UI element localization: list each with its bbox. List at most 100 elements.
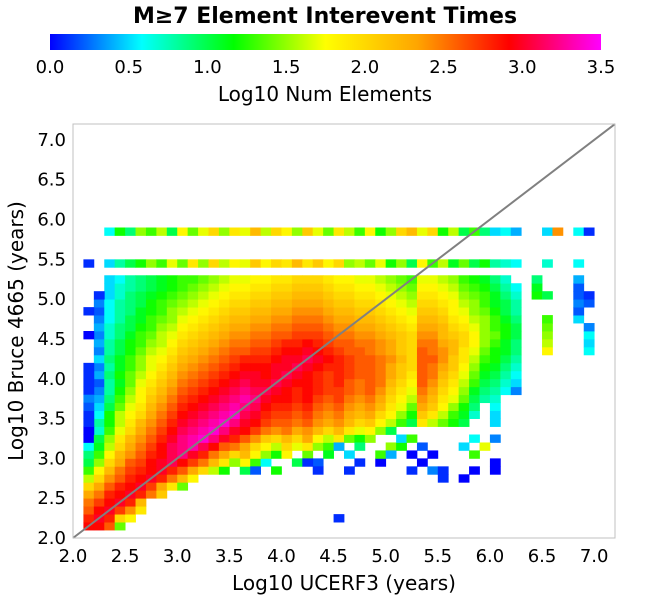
heatmap-cell [104, 418, 116, 427]
heatmap-cell [291, 458, 303, 467]
heatmap-cell [271, 410, 282, 419]
heatmap-cell [416, 442, 428, 451]
heatmap-cell [479, 442, 491, 451]
heatmap-cell [323, 291, 334, 300]
heatmap-cell [145, 315, 157, 324]
heatmap-cell [469, 434, 480, 443]
heatmap-cell [104, 346, 116, 356]
heatmap-cell [375, 275, 387, 284]
heatmap-cell [469, 338, 480, 348]
heatmap-cell [281, 410, 293, 419]
heatmap-cell [416, 315, 428, 324]
heatmap-cell [416, 418, 428, 427]
heatmap-cell [479, 299, 491, 308]
heatmap-cell [344, 434, 355, 443]
heatmap-cell [187, 291, 199, 300]
heatmap-cell [104, 458, 116, 467]
heatmap-cell [177, 283, 189, 292]
heatmap-cell [156, 346, 168, 356]
heatmap-cell [427, 346, 439, 356]
plot-area [72, 123, 616, 539]
heatmap-cell [427, 323, 439, 332]
heatmap-cell [479, 259, 491, 268]
x-tick-label: 4.5 [319, 546, 348, 567]
heatmap-cell [114, 426, 126, 435]
heatmap-cell [469, 307, 480, 316]
heatmap-cell [448, 370, 460, 380]
heatmap-cell [239, 283, 251, 292]
heatmap-cell [479, 362, 491, 372]
heatmap-cell [291, 346, 303, 356]
heatmap-cell [114, 506, 126, 515]
heatmap-cell [229, 346, 241, 356]
heatmap-cell [427, 275, 439, 284]
heatmap-cell [250, 442, 262, 451]
heatmap-cell [375, 354, 387, 364]
heatmap-cell [250, 434, 262, 443]
heatmap-cell [271, 291, 282, 300]
heatmap-cell [218, 291, 230, 300]
heatmap-cell [156, 402, 168, 412]
heatmap-cell [114, 474, 126, 483]
heatmap-cell [104, 291, 116, 300]
heatmap-cell [302, 402, 314, 412]
heatmap-cell [187, 323, 199, 332]
heatmap-cell [218, 338, 230, 348]
heatmap-cell [198, 299, 209, 308]
heatmap-cell [385, 386, 397, 396]
heatmap-cell [104, 514, 116, 523]
heatmap-cell [302, 307, 314, 316]
heatmap-cell [104, 370, 116, 380]
heatmap-cell [437, 259, 449, 268]
heatmap-cell [218, 275, 230, 284]
heatmap-cell [291, 227, 303, 236]
heatmap-cell [177, 259, 189, 268]
heatmap-cell [500, 386, 512, 396]
heatmap-cell [135, 498, 147, 507]
heatmap-cell [218, 370, 230, 380]
heatmap-cell [448, 291, 460, 300]
heatmap-cell [208, 338, 220, 348]
heatmap-cell [479, 394, 491, 404]
heatmap-cell [291, 315, 303, 324]
heatmap-cell [187, 370, 199, 380]
heatmap-cell [83, 418, 95, 427]
heatmap-cell [250, 450, 262, 459]
heatmap-cell [406, 331, 418, 340]
heatmap-cell [229, 418, 241, 427]
heatmap-cell [250, 227, 262, 236]
heatmap-cell [406, 323, 418, 332]
heatmap-cell [469, 466, 480, 475]
heatmap-cell [291, 331, 303, 340]
heatmap-cell [271, 275, 282, 284]
heatmap-cell [271, 227, 282, 236]
heatmap-cell [364, 259, 376, 268]
heatmap-cell [396, 410, 407, 419]
heatmap-cell [114, 323, 126, 332]
heatmap-cell [187, 466, 199, 475]
heatmap-cell [83, 402, 95, 412]
heatmap-cell [104, 402, 116, 412]
heatmap-cell [312, 354, 324, 364]
heatmap-cell [375, 402, 387, 412]
heatmap-cell [281, 323, 293, 332]
heatmap-cell [145, 450, 157, 459]
heatmap-cell [416, 331, 428, 340]
heatmap-cell [448, 338, 460, 348]
heatmap-cell [542, 323, 553, 332]
heatmap-cell [333, 291, 345, 300]
heatmap-cell [364, 362, 376, 372]
heatmap-cell [198, 346, 209, 356]
heatmap-cell [250, 315, 262, 324]
heatmap-cell [427, 362, 439, 372]
heatmap-cell [437, 299, 449, 308]
heatmap-cell [302, 362, 314, 372]
heatmap-cell [114, 434, 126, 443]
heatmap-cell [239, 259, 251, 268]
heatmap-cell [458, 474, 470, 483]
heatmap-cell [208, 450, 220, 459]
heatmap-cell [156, 362, 168, 372]
heatmap-cell [271, 434, 282, 443]
heatmap-cell [406, 378, 418, 388]
heatmap-cell [125, 354, 136, 364]
